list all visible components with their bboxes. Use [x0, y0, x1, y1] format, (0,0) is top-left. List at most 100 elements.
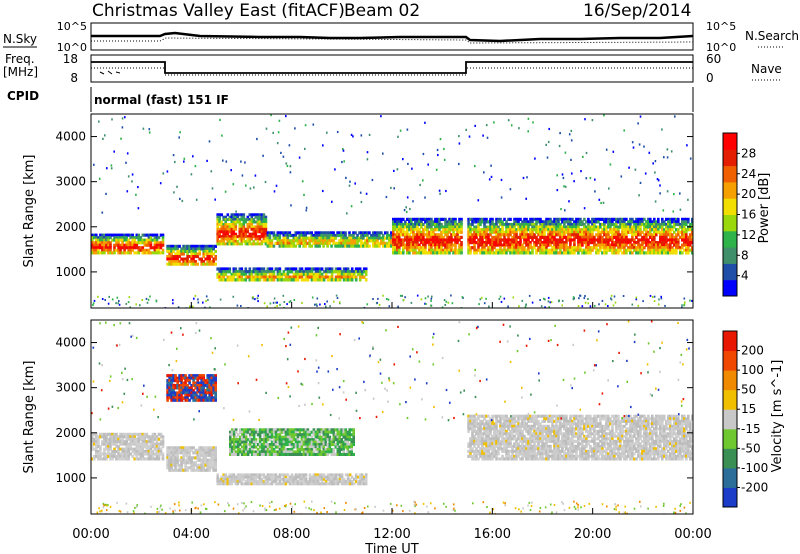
echo-cell	[485, 235, 488, 239]
echo-cell	[374, 244, 377, 248]
echo-cell	[196, 463, 199, 467]
echo-cell	[232, 267, 236, 271]
echo-scatter-cell	[570, 129, 573, 132]
echo-cell	[310, 448, 314, 452]
echo-cell	[573, 233, 576, 237]
echo-cell	[234, 450, 238, 454]
echo-cell	[493, 222, 496, 227]
echo-cell	[408, 243, 411, 247]
echo-cell	[286, 448, 290, 452]
echo-near-cell	[378, 303, 381, 306]
echo-cell	[402, 233, 405, 237]
echo-cell	[509, 251, 512, 255]
echo-scatter-cell	[349, 180, 351, 183]
echo-near-cell	[579, 294, 582, 297]
echo-cell	[280, 272, 284, 277]
echo-cell	[186, 249, 189, 253]
echo-cell	[563, 233, 566, 237]
echo-cell	[236, 220, 240, 224]
echo-cell	[525, 217, 528, 221]
echo-cell	[334, 270, 338, 274]
echo-cell	[675, 238, 678, 242]
echo-cell	[176, 448, 179, 452]
echo-cell	[667, 248, 670, 252]
echo-cell	[344, 272, 348, 277]
echo-near-cell	[512, 296, 515, 299]
echo-cell	[196, 255, 199, 259]
echo-near-cell	[485, 297, 487, 300]
echo-cell	[109, 447, 112, 451]
echo-cell	[346, 443, 349, 447]
echo-scatter-cell	[322, 189, 324, 193]
echo-cell	[543, 225, 546, 229]
echo-cell	[320, 241, 323, 245]
echo-cell	[210, 262, 213, 266]
echo-near-cell	[544, 306, 546, 308]
echo-cell	[563, 217, 566, 221]
echo-cell	[296, 231, 299, 235]
echo-cell	[131, 442, 134, 446]
echo-cell	[254, 235, 258, 239]
echo-cell	[268, 448, 272, 452]
echo-cell	[483, 228, 486, 232]
echo-cell	[306, 440, 310, 444]
echo-cell	[270, 475, 274, 479]
echo-cell	[434, 225, 437, 229]
echo-cell	[91, 251, 94, 255]
echo-cell	[198, 453, 201, 457]
echo-cell	[533, 235, 536, 239]
echo-cell	[330, 239, 333, 243]
echo-cell	[547, 222, 550, 227]
echo-cell	[316, 428, 320, 432]
echo-scatter-cell	[458, 142, 461, 145]
echo-cell	[250, 475, 254, 479]
echo-cell	[517, 225, 520, 229]
echo-cell	[669, 233, 672, 237]
echo-cell	[264, 232, 268, 236]
echo-scatter-cell	[546, 156, 549, 159]
echo-scatter-cell	[438, 189, 441, 192]
echo-cell	[288, 477, 292, 481]
echo-cell	[448, 251, 451, 255]
echo-cell	[242, 213, 246, 217]
echo-cell	[607, 248, 610, 252]
echo-cell	[308, 231, 311, 235]
echo-cell	[511, 248, 514, 252]
echo-cell	[306, 428, 310, 432]
echo-cell	[153, 241, 157, 245]
echo-cell	[97, 238, 100, 242]
echo-cell	[248, 435, 252, 439]
echo-cell	[469, 225, 472, 229]
echo-cell	[284, 475, 288, 479]
echo-cell	[593, 241, 596, 245]
echo-cell	[444, 251, 447, 255]
echo-cell	[505, 230, 508, 234]
echo-cell	[91, 457, 94, 461]
echo-cell	[240, 232, 244, 236]
echo-cell	[527, 235, 530, 239]
echo-cell	[404, 238, 407, 242]
echo-cell	[220, 227, 223, 231]
echo-cell	[141, 447, 145, 451]
echo-cell	[354, 270, 358, 274]
echo-cell	[159, 440, 163, 444]
echo-cell	[521, 222, 524, 227]
echo-cell	[290, 440, 294, 444]
echo-cell	[336, 430, 340, 434]
echo-cell	[529, 241, 532, 245]
echo-cell	[611, 222, 614, 227]
echo-cell	[145, 445, 149, 449]
echo-cell	[330, 430, 334, 434]
echo-cell	[147, 440, 151, 444]
echo-cell	[222, 242, 225, 246]
echo-cell	[234, 443, 238, 447]
echo-near-cell	[681, 304, 683, 307]
echo-cell	[229, 450, 232, 454]
echo-cell	[625, 222, 628, 227]
echo-cell	[340, 231, 343, 235]
echo-cell	[519, 222, 522, 227]
echo-cell	[633, 228, 636, 232]
echo-cell	[330, 244, 333, 248]
echo-cell	[159, 452, 163, 456]
echo-cell	[270, 482, 274, 486]
